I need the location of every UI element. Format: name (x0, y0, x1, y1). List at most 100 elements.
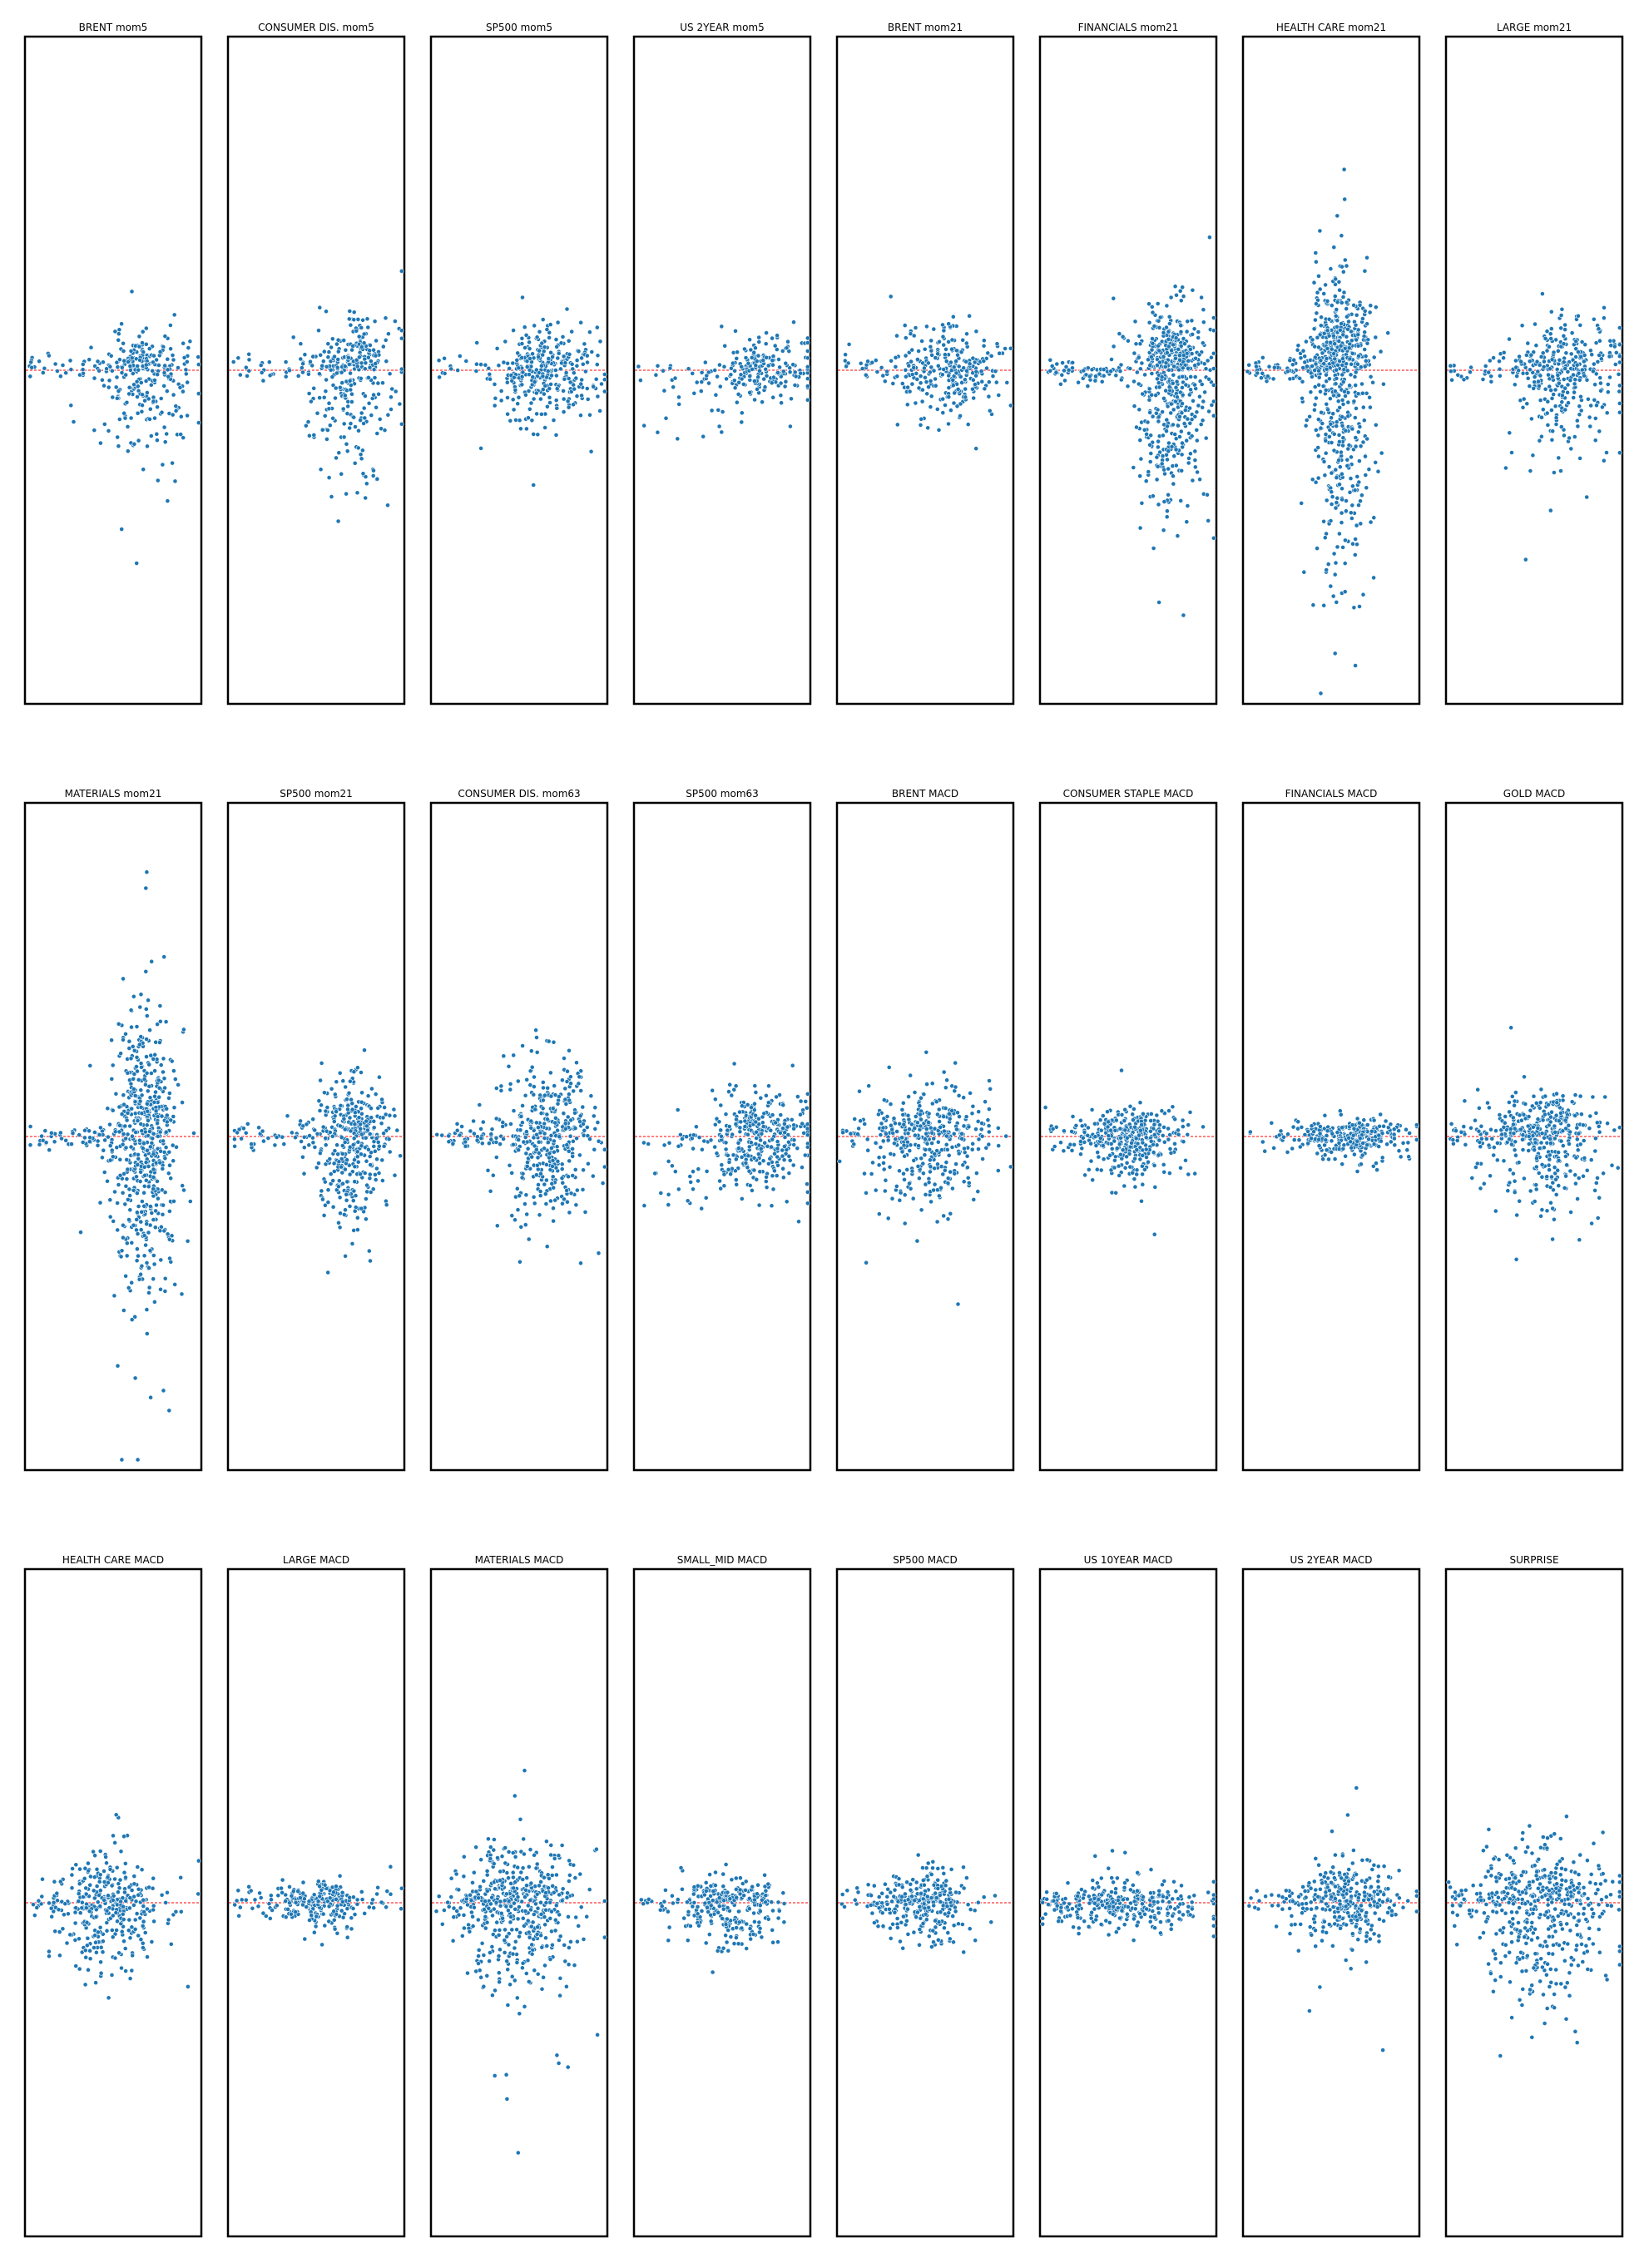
data-point (524, 1129, 529, 1135)
data-point (134, 1174, 139, 1180)
data-point (173, 408, 179, 413)
data-point (319, 1188, 324, 1194)
data-point (562, 376, 567, 382)
data-point (152, 1068, 157, 1073)
data-point (258, 363, 264, 368)
data-point (1164, 324, 1169, 330)
data-point (1156, 324, 1162, 330)
data-point (492, 381, 498, 387)
data-point (301, 1134, 307, 1140)
data-point (146, 1230, 151, 1236)
data-point (1340, 362, 1345, 368)
data-point (592, 1126, 598, 1132)
data-point (1332, 341, 1338, 347)
data-point (1357, 424, 1363, 429)
data-point (260, 378, 266, 384)
data-point (371, 347, 376, 353)
data-point (134, 1064, 139, 1069)
data-point (1331, 431, 1337, 437)
data-point (950, 377, 956, 383)
data-point (973, 373, 978, 379)
data-point (1181, 294, 1186, 299)
data-point (1166, 466, 1171, 472)
data-point (1151, 546, 1156, 551)
data-point (121, 1222, 126, 1228)
data-point (780, 348, 785, 354)
data-point (374, 338, 379, 344)
data-point (143, 1177, 149, 1183)
scatter-plot (1038, 35, 1218, 706)
data-point (1173, 335, 1179, 341)
data-point (739, 419, 745, 425)
data-point (240, 1126, 246, 1132)
data-point (641, 423, 647, 428)
data-point (524, 1163, 530, 1169)
data-point (602, 1146, 607, 1152)
data-point (326, 406, 332, 412)
data-point (117, 1156, 123, 1162)
data-point (1163, 360, 1169, 366)
data-point (1178, 498, 1184, 503)
data-point (579, 393, 584, 399)
data-point (1364, 485, 1369, 491)
data-point (1176, 423, 1181, 428)
data-point (372, 319, 378, 324)
data-point (540, 374, 546, 379)
data-point (1362, 347, 1368, 352)
data-point (122, 1123, 128, 1129)
data-point (1358, 521, 1364, 527)
data-point (169, 1233, 175, 1239)
data-point (1156, 438, 1161, 444)
data-point (1343, 428, 1349, 433)
data-point (572, 1166, 578, 1172)
data-point (1290, 362, 1295, 368)
data-point (923, 374, 928, 380)
data-point (1562, 385, 1568, 391)
data-point (1357, 604, 1362, 609)
data-point (436, 358, 442, 364)
data-point (1324, 498, 1330, 503)
data-point (1260, 354, 1265, 360)
data-point (1181, 612, 1186, 618)
data-point (129, 355, 135, 361)
data-point (676, 394, 681, 400)
data-point (1138, 456, 1144, 462)
data-point (542, 1131, 547, 1136)
data-point (769, 380, 775, 386)
data-point (699, 369, 705, 375)
data-point (531, 1194, 537, 1200)
data-point (343, 1253, 348, 1259)
data-point (1059, 372, 1065, 378)
data-point (130, 1133, 135, 1139)
data-point (1333, 381, 1339, 387)
data-point (758, 1137, 763, 1143)
data-point (140, 392, 145, 398)
data-point (119, 321, 124, 327)
data-point (739, 410, 745, 416)
data-point (344, 1179, 350, 1185)
data-point (126, 1186, 132, 1192)
data-point (143, 1160, 149, 1165)
data-point (1151, 324, 1157, 329)
data-point (1316, 273, 1321, 279)
data-point (1173, 384, 1179, 390)
data-point (114, 395, 120, 401)
data-point (699, 379, 705, 384)
data-point (498, 1087, 504, 1093)
data-point (655, 363, 661, 369)
data-point (569, 361, 575, 367)
data-point (1592, 415, 1598, 421)
data-point (531, 396, 537, 402)
data-point (513, 1217, 517, 1223)
data-point (1345, 413, 1351, 419)
data-point (909, 347, 915, 353)
data-point (1146, 397, 1152, 403)
panel-title: CONSUMER DIS. mom63 (458, 788, 581, 800)
data-point (1525, 375, 1531, 381)
data-point (161, 424, 167, 430)
data-point (636, 364, 641, 369)
data-point (1561, 433, 1567, 438)
data-point (95, 1138, 101, 1144)
data-point (1328, 266, 1334, 271)
data-point (1189, 318, 1195, 324)
